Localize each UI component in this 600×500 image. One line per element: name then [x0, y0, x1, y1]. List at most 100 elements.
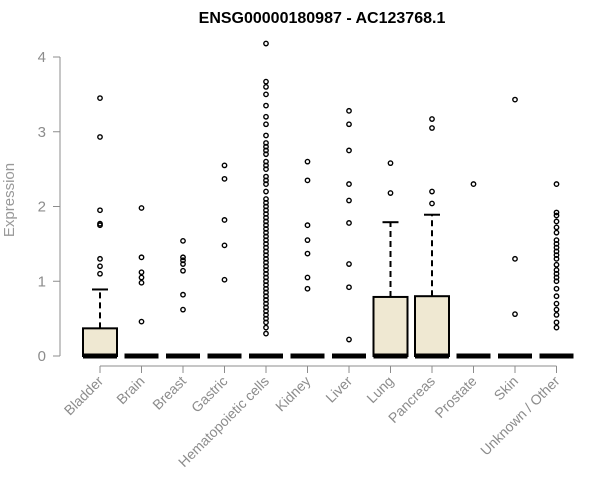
outlier-point — [97, 95, 103, 102]
outlier-point — [97, 263, 103, 270]
y-tick-label: 0 — [38, 348, 46, 365]
outlier-point — [180, 257, 186, 264]
box-prostate — [456, 181, 491, 359]
outlier-point — [304, 237, 311, 244]
outlier-point — [429, 125, 435, 131]
y-tick-label: 2 — [38, 199, 46, 216]
boxes-layer — [82, 40, 574, 359]
outlier-point — [553, 224, 560, 231]
outlier-point — [553, 218, 560, 225]
outlier-point — [387, 160, 394, 167]
outlier-point — [429, 188, 435, 195]
outlier-point — [138, 205, 145, 211]
outlier-point — [512, 96, 518, 103]
outlier-point — [387, 190, 394, 196]
outlier-point — [221, 242, 228, 249]
outlier-point — [263, 140, 269, 146]
x-tick-label: Prostate — [431, 373, 479, 421]
x-tick-label: Skin — [491, 373, 522, 404]
outlier-point — [221, 162, 228, 169]
box-unknown-other — [539, 181, 574, 359]
outlier-point — [263, 113, 269, 120]
box-lung — [372, 160, 409, 359]
x-tick-label: Kidney — [272, 373, 314, 415]
outlier-point — [97, 207, 103, 214]
outlier-point — [304, 222, 311, 229]
outlier-point — [304, 250, 311, 257]
outlier-point — [263, 91, 269, 98]
outlier-point — [263, 158, 269, 165]
outlier-point — [263, 330, 269, 337]
outlier-point — [553, 267, 560, 273]
y-axis: 0 1 2 3 4 — [38, 49, 61, 365]
outlier-point — [553, 300, 560, 307]
outlier-point — [346, 197, 352, 204]
outlier-point — [97, 255, 103, 262]
outlier-point — [553, 324, 560, 331]
outlier-point — [180, 254, 186, 261]
outlier-point — [97, 134, 103, 140]
outlier-point — [304, 285, 311, 292]
outlier-point — [346, 147, 352, 154]
outlier-point — [346, 107, 352, 114]
box-hematopoietic-cells — [249, 40, 283, 359]
outlier-point — [180, 306, 186, 313]
outlier-point — [263, 173, 269, 180]
outlier-point — [429, 200, 435, 207]
outlier-point — [138, 274, 145, 281]
outlier-point — [138, 269, 145, 276]
box-bladder — [82, 95, 118, 359]
box-pancreas — [414, 116, 450, 359]
box-iqr — [82, 327, 118, 357]
outlier-point — [470, 181, 477, 187]
outlier-point — [346, 284, 352, 291]
outlier-point — [263, 132, 269, 139]
outlier-point — [553, 181, 560, 187]
outlier-point — [263, 121, 269, 128]
outlier-point — [304, 158, 311, 165]
outlier-point — [263, 40, 269, 47]
x-tick-label: Lung — [363, 373, 396, 406]
outlier-point — [180, 267, 186, 274]
outlier-point — [553, 261, 560, 268]
y-tick-label: 3 — [38, 124, 46, 141]
outlier-point — [138, 254, 145, 261]
x-tick-label: Breast — [149, 373, 189, 413]
outlier-point — [263, 84, 269, 90]
box-brain — [124, 205, 159, 359]
outlier-point — [221, 175, 228, 182]
outlier-point — [429, 116, 435, 122]
outlier-point — [512, 311, 518, 318]
outlier-point — [263, 78, 269, 85]
y-tick-label: 4 — [38, 49, 46, 66]
box-liver — [332, 107, 366, 359]
outlier-point — [553, 306, 560, 313]
outlier-point — [346, 261, 352, 267]
outlier-point — [138, 279, 145, 286]
outlier-point — [553, 212, 560, 219]
outlier-point — [97, 220, 103, 227]
x-tick-label: Unknown / Other — [477, 373, 563, 459]
outlier-point — [180, 237, 186, 244]
box-breast — [166, 237, 200, 359]
outlier-point — [221, 276, 228, 283]
box-skin — [498, 96, 532, 359]
outlier-point — [180, 291, 186, 298]
outlier-point — [553, 229, 560, 236]
outlier-point — [346, 220, 352, 226]
box-kidney — [290, 158, 325, 359]
outlier-point — [346, 336, 352, 343]
chart-title: ENSG00000180987 - AC123768.1 — [199, 10, 446, 27]
outlier-point — [346, 121, 352, 128]
box-gastric — [207, 162, 242, 359]
outlier-point — [221, 217, 228, 223]
y-axis-label: Expression — [1, 163, 18, 237]
outlier-point — [553, 319, 560, 326]
outlier-point — [346, 181, 352, 187]
x-tick-label: Bladder — [61, 373, 107, 419]
outlier-point — [138, 318, 145, 325]
outlier-point — [553, 311, 560, 318]
outlier-point — [304, 274, 311, 281]
outlier-point — [553, 293, 560, 300]
